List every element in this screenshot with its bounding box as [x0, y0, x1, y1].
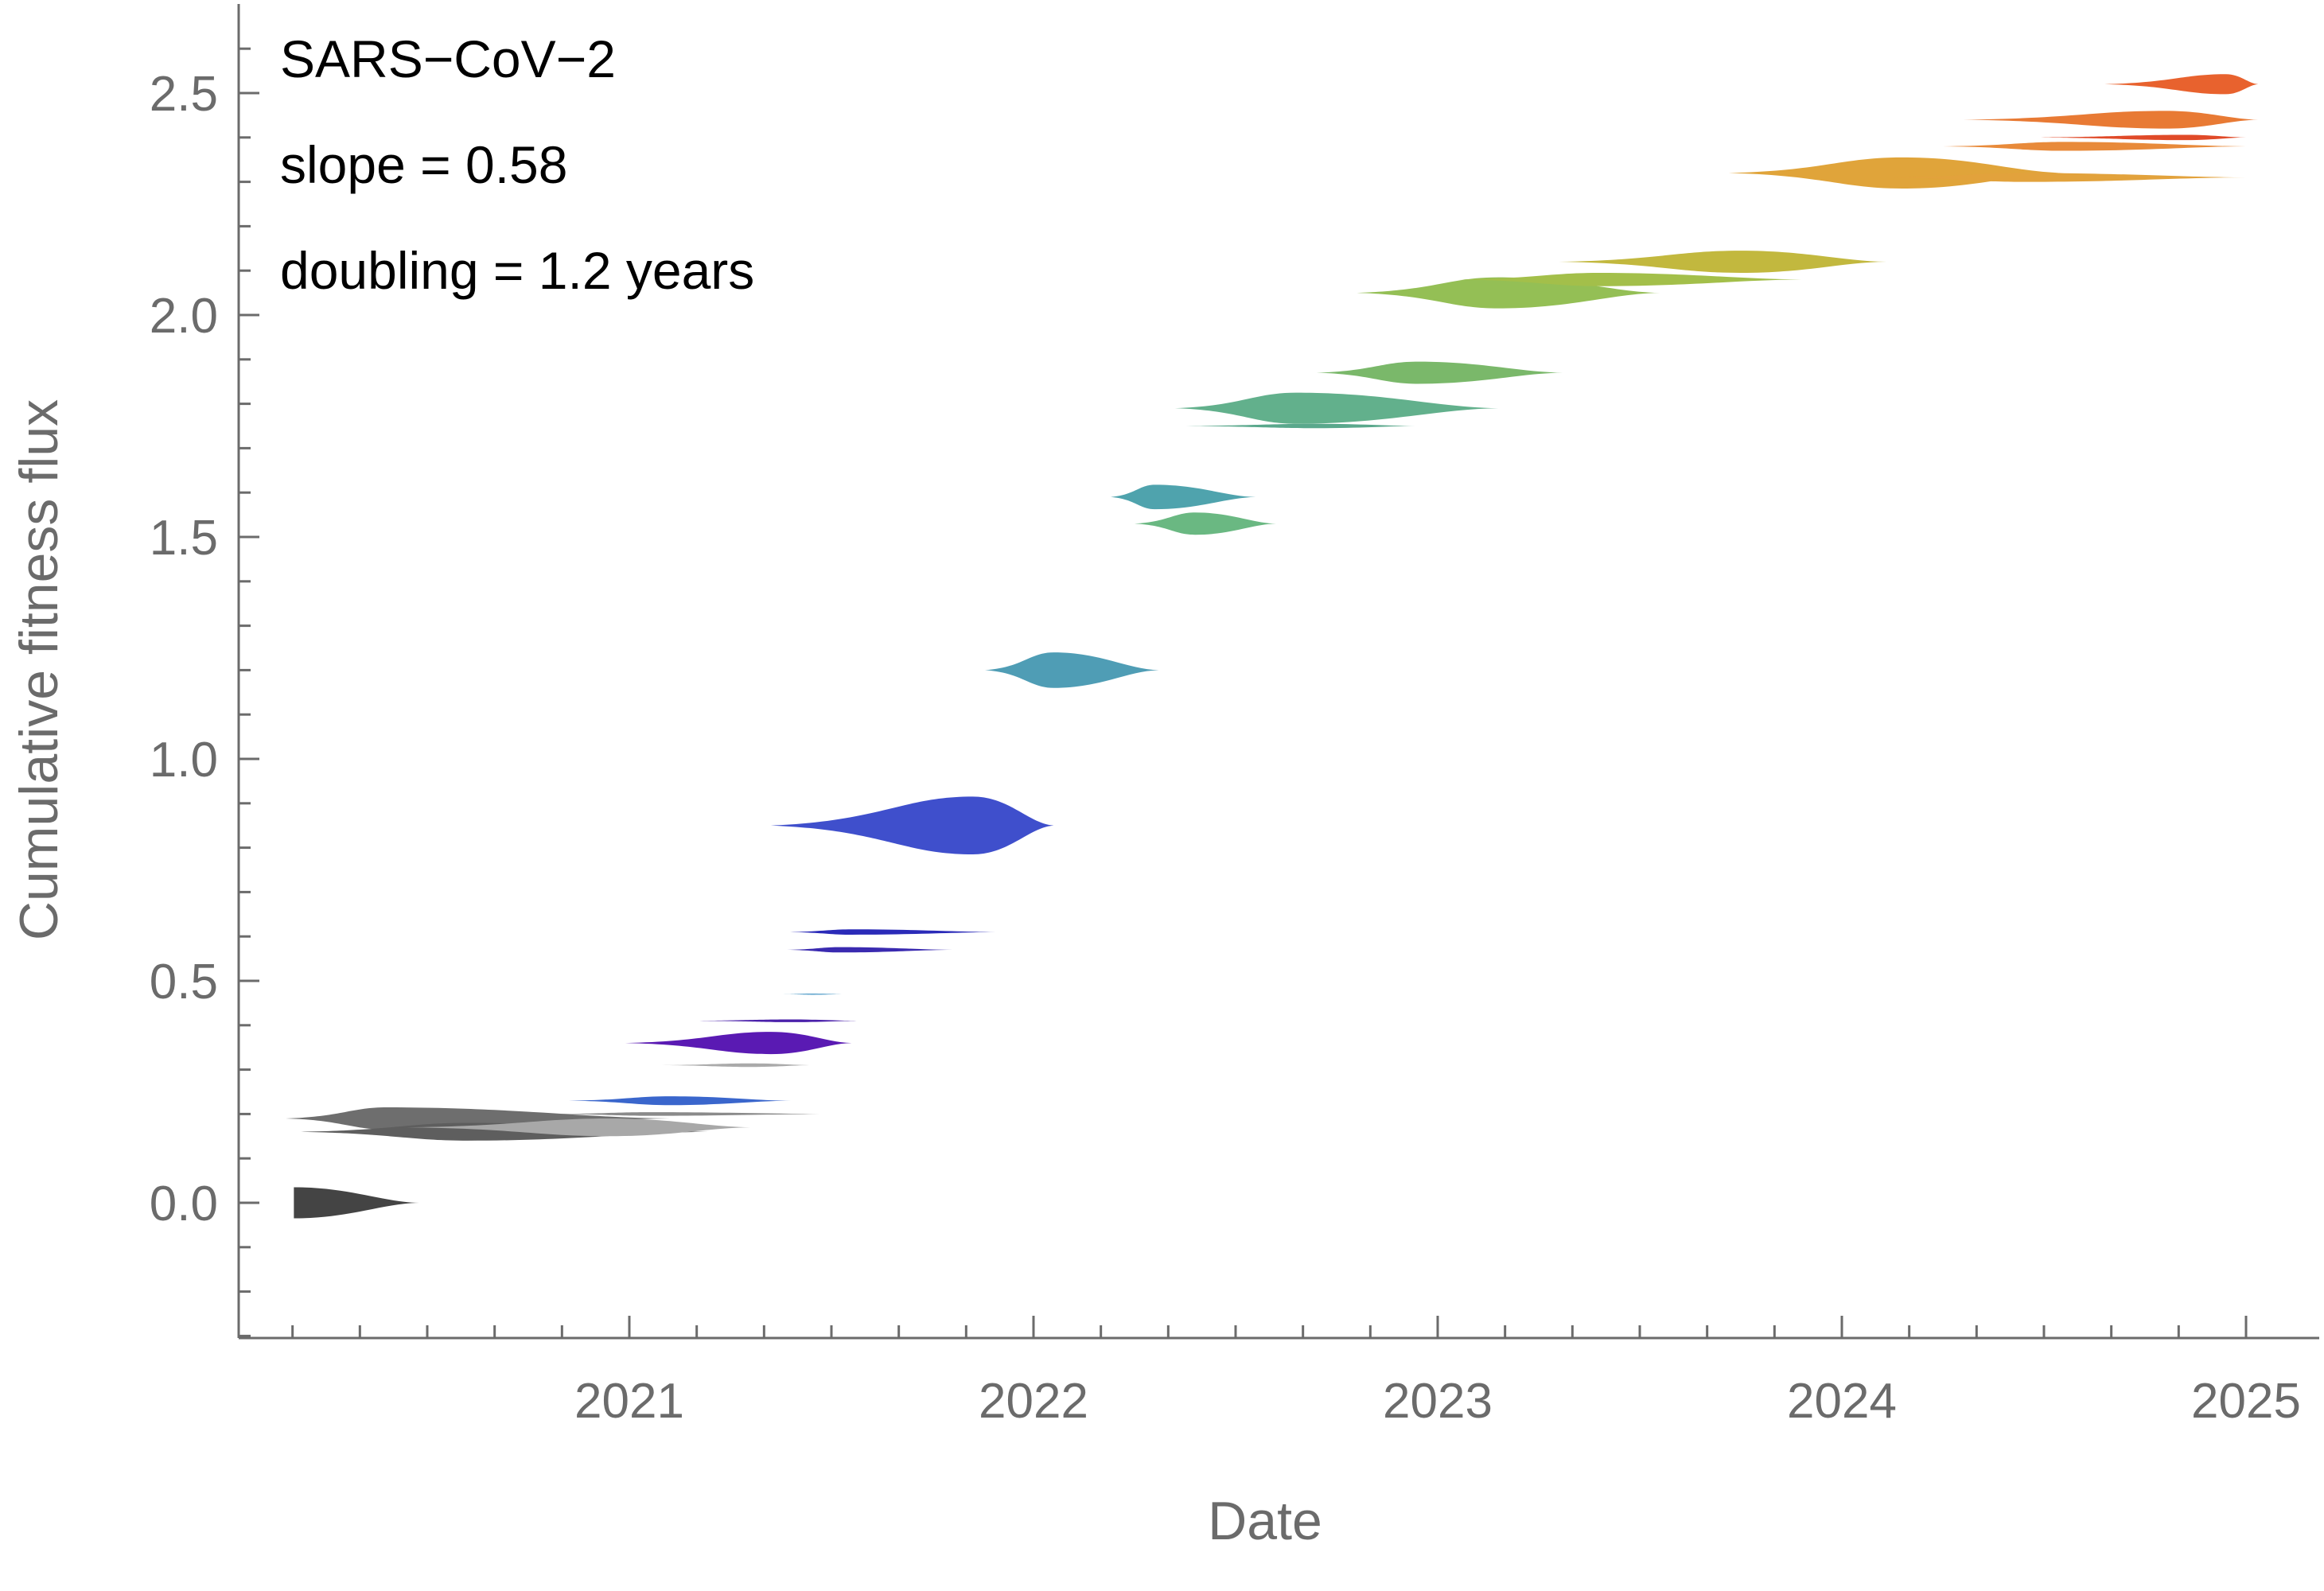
clade-16-shape — [1135, 512, 1276, 535]
y-tick-label: 2.0 — [150, 289, 218, 344]
y-tick-label: 1.0 — [150, 733, 218, 788]
clade-12-shape — [787, 947, 953, 953]
x-tick-label: 2021 — [574, 1374, 684, 1429]
clade-14-shape — [985, 652, 1159, 688]
tick-labels: 0.0 0.5 1.0 1.5 2.0 2.5 2021 2022 2023 2024 2025 — [150, 67, 2301, 1429]
x-axis-title: Date — [1208, 1491, 1322, 1551]
x-tick-label: 2025 — [2191, 1374, 2301, 1429]
clade-shapes — [286, 74, 2259, 1219]
clade-25-shape — [1943, 142, 2246, 151]
x-tick-label: 2024 — [1787, 1374, 1897, 1429]
clade-13-shape — [770, 796, 1054, 854]
clade-22-shape — [1559, 251, 1886, 273]
clade-03-shape — [298, 1122, 710, 1141]
x-tick-label: 2023 — [1383, 1374, 1493, 1429]
clade-05-shape — [548, 1112, 831, 1116]
clade-11-shape — [787, 929, 1002, 935]
clade-26-shape — [1963, 111, 2259, 129]
clade-15-shape — [1110, 484, 1256, 510]
clade-04-shape — [407, 1118, 751, 1137]
clade-19-shape — [1316, 361, 1563, 384]
virus-label: SARS−CoV−2 — [280, 29, 616, 88]
clade-27-shape — [2023, 134, 2246, 141]
clade-08-shape — [690, 1019, 860, 1022]
x-tick-label: 2022 — [979, 1374, 1088, 1429]
clade-21-shape — [1458, 272, 1802, 286]
clade-23-shape — [1728, 157, 2065, 189]
clade-06-shape — [568, 1096, 792, 1106]
y-tick-label: 1.5 — [150, 511, 218, 566]
y-tick-label: 0.0 — [150, 1177, 218, 1231]
ticks — [239, 47, 2248, 1338]
y-tick-label: 2.5 — [150, 67, 218, 122]
clade-01-shape — [294, 1187, 419, 1219]
clade-17-shape — [1174, 392, 1499, 424]
clade-28-shape — [2104, 74, 2259, 95]
clade-07-shape — [625, 1032, 852, 1055]
y-tick-label: 0.5 — [150, 955, 218, 1009]
clade-09-shape — [657, 1063, 812, 1068]
clade-24-shape — [1882, 173, 2246, 182]
clade-10-shape — [783, 993, 844, 995]
slope-label: slope = 0.58 — [280, 135, 567, 194]
clade-18-shape — [1174, 423, 1418, 429]
doubling-label: doubling = 1.2 years — [280, 241, 754, 300]
y-axis-title: Cumulative fitness flux — [9, 399, 69, 940]
clade-02-shape — [286, 1107, 670, 1130]
